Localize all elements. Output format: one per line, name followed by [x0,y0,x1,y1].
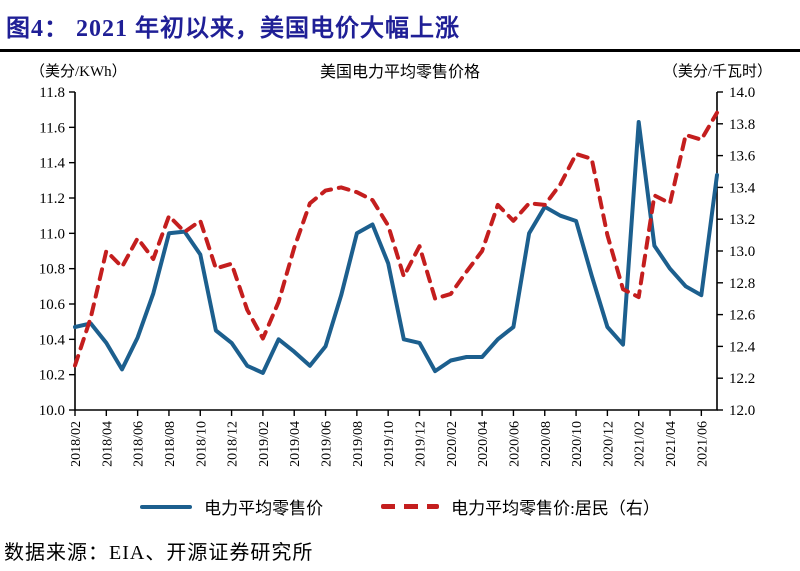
left-axis-unit-label: （美分/KWh） [30,64,127,80]
svg-text:13.8: 13.8 [729,117,755,133]
svg-text:2020/06: 2020/06 [507,421,522,467]
svg-text:11.8: 11.8 [39,85,65,101]
svg-text:2019/10: 2019/10 [382,421,397,467]
svg-text:2018/06: 2018/06 [132,421,147,467]
svg-text:11.2: 11.2 [39,191,65,207]
svg-text:14.0: 14.0 [729,85,755,101]
legend-line-solid-icon [140,504,193,509]
svg-text:2018/12: 2018/12 [226,421,241,467]
svg-text:11.4: 11.4 [39,156,65,172]
svg-text:10.2: 10.2 [39,368,65,384]
svg-text:2021/02: 2021/02 [633,421,648,467]
chart-legend: 电力平均零售价 电力平均零售价:居民（右） [0,494,800,519]
svg-text:12.2: 12.2 [729,371,755,387]
svg-text:2018/08: 2018/08 [163,421,178,467]
svg-text:10.4: 10.4 [39,332,66,348]
svg-text:12.6: 12.6 [729,308,756,324]
svg-text:12.4: 12.4 [729,339,756,355]
legend-label: 电力平均零售价:居民（右） [451,499,660,518]
svg-text:13.6: 13.6 [729,149,756,165]
svg-text:2019/12: 2019/12 [413,421,428,467]
legend-line-dashed-icon [381,504,440,509]
svg-text:13.4: 13.4 [729,180,756,196]
svg-text:12.8: 12.8 [729,276,755,292]
svg-text:2019/08: 2019/08 [351,421,366,467]
svg-text:2020/04: 2020/04 [476,421,491,467]
svg-text:10.6: 10.6 [39,297,66,313]
svg-text:10.8: 10.8 [39,262,65,278]
right-axis-unit-label: （美分/千瓦时） [662,64,772,80]
svg-text:2020/10: 2020/10 [570,421,585,467]
svg-text:2021/04: 2021/04 [664,421,679,467]
svg-text:2018/02: 2018/02 [69,421,84,467]
svg-text:13.0: 13.0 [729,244,755,260]
legend-label: 电力平均零售价 [204,499,324,518]
svg-text:2019/04: 2019/04 [288,421,303,467]
chart-title: 美国电力平均零售价格 [319,64,480,81]
svg-text:2020/08: 2020/08 [539,421,554,467]
svg-text:2019/02: 2019/02 [257,421,272,467]
svg-text:2018/04: 2018/04 [100,421,115,467]
figure-header: 图4： 2021 年初以来，美国电价大幅上涨 [0,0,800,52]
figure-title: 图4： 2021 年初以来，美国电价大幅上涨 [6,16,460,42]
svg-text:12.0: 12.0 [729,403,755,419]
svg-text:2018/10: 2018/10 [194,421,209,467]
svg-text:2020/12: 2020/12 [601,421,616,467]
svg-text:11.0: 11.0 [39,226,65,242]
svg-text:2021/06: 2021/06 [695,421,710,467]
svg-text:11.6: 11.6 [39,120,65,136]
data-source: 数据来源：EIA、开源证券研究所 [4,542,314,564]
svg-text:2019/06: 2019/06 [320,421,335,467]
svg-text:13.2: 13.2 [729,212,755,228]
svg-text:10.0: 10.0 [39,403,65,419]
legend-item-average-retail: 电力平均零售价 [140,494,323,519]
legend-item-residential-retail: 电力平均零售价:居民（右） [381,494,660,519]
svg-text:2020/02: 2020/02 [445,421,460,467]
